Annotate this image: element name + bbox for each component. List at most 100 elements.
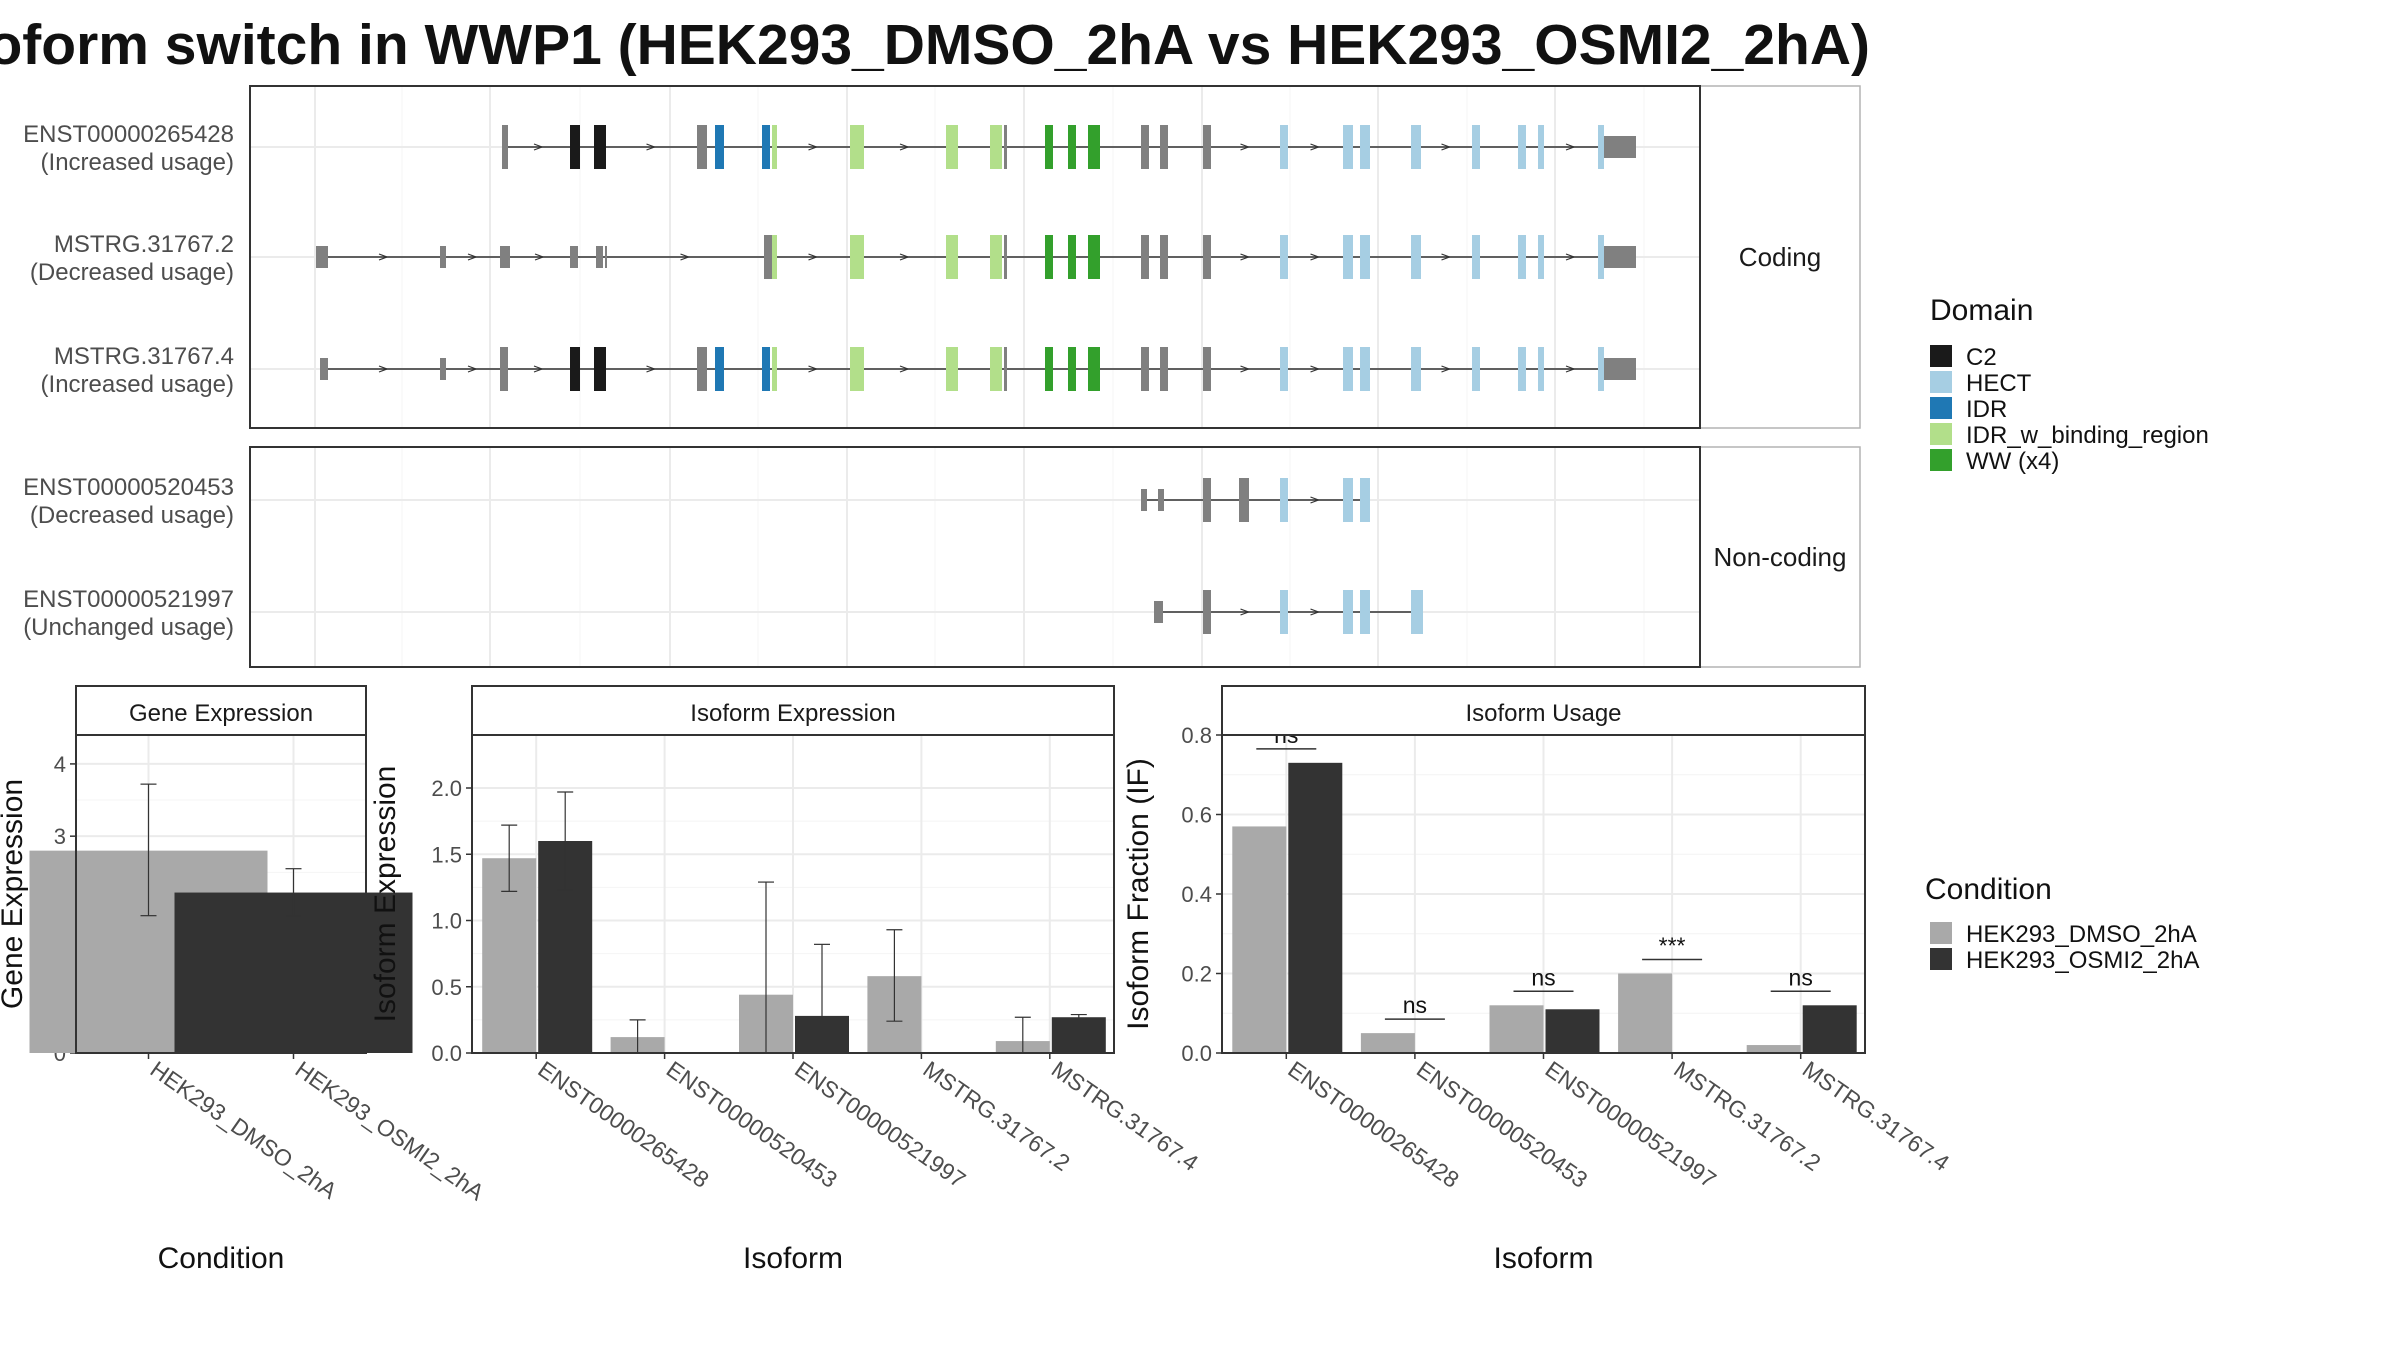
strand-arrow	[1310, 253, 1321, 261]
strand-arrow	[1310, 143, 1321, 151]
domain-exon	[1360, 347, 1370, 391]
y-tick-label: 0.5	[431, 975, 462, 1000]
strand-arrow	[1310, 365, 1321, 373]
domain-exon	[1518, 347, 1526, 391]
domain-exon	[1518, 235, 1526, 279]
domain-exon	[1360, 478, 1370, 522]
utr-exon	[440, 246, 446, 268]
strand-arrow	[646, 143, 657, 151]
domain-exon	[1280, 235, 1288, 279]
y-tick-label: 0.0	[1181, 1041, 1212, 1066]
domain-exon	[1472, 125, 1480, 169]
bar-panels: 01234Gene ExpressionHEK293_DMSO_2hAHEK29…	[0, 685, 1954, 1275]
coding-exon	[1141, 125, 1149, 169]
bar	[1051, 1017, 1106, 1053]
domain-exon	[1518, 125, 1526, 169]
domain-legend-label: IDR_w_binding_region	[1966, 422, 2209, 449]
isoform-usage-label: (Decreased usage)	[30, 502, 234, 529]
utr-exon	[605, 246, 607, 268]
coding-exon	[1203, 235, 1211, 279]
x-axis-title: Isoform	[1493, 1242, 1593, 1275]
domain-exon	[990, 235, 1002, 279]
strand-arrow	[646, 365, 657, 373]
bar-panel: 01234Gene ExpressionHEK293_DMSO_2hAHEK29…	[0, 685, 489, 1275]
domain-exon	[1088, 235, 1100, 279]
domain-exon	[1280, 478, 1288, 522]
utr-exon	[1141, 489, 1147, 511]
x-axis-title: Condition	[158, 1242, 285, 1275]
domain-exon	[1360, 235, 1370, 279]
domain-exon	[850, 125, 864, 169]
strand-arrow	[1441, 365, 1452, 373]
domain-exon	[602, 347, 606, 391]
domain-exon	[594, 125, 604, 169]
strand-arrow	[1310, 608, 1321, 616]
coding-exon	[1160, 235, 1168, 279]
isoform-usage-label: (Decreased usage)	[30, 259, 234, 286]
strand-arrow	[1565, 365, 1576, 373]
y-tick-label: 2.0	[431, 776, 462, 801]
domain-legend-title: Domain	[1930, 294, 2033, 327]
bar	[1232, 826, 1287, 1053]
panel-border	[249, 85, 1701, 429]
structure-panel-non-coding: Non-coding	[249, 446, 1861, 668]
strand-arrow	[1240, 608, 1251, 616]
domain-exon	[1538, 347, 1544, 391]
coding-exon	[500, 347, 508, 391]
strand-arrow	[1565, 143, 1576, 151]
panel-strip	[1221, 685, 1866, 736]
bar	[1545, 1009, 1600, 1053]
utr-exon	[1604, 136, 1636, 158]
isoform-label: ENST00000265428	[23, 121, 234, 148]
y-tick-label: 0.8	[1181, 723, 1212, 748]
utr-exon	[316, 246, 328, 268]
domain-exon	[1343, 590, 1353, 634]
strand-arrow	[467, 365, 478, 373]
domain-exon	[1598, 125, 1604, 169]
domain-exon	[1280, 347, 1288, 391]
y-tick-label: 0.0	[431, 1041, 462, 1066]
domain-exon	[715, 347, 724, 391]
bar	[1802, 1005, 1857, 1053]
domain-exon	[772, 125, 777, 169]
y-tick-label: 0.2	[1181, 962, 1212, 987]
domain-exon	[1068, 235, 1076, 279]
bar	[1746, 1045, 1801, 1053]
domain-legend-swatch	[1930, 345, 1952, 367]
domain-exon	[570, 125, 580, 169]
coding-exon	[697, 125, 707, 169]
strand-arrow	[1441, 143, 1452, 151]
coding-exon	[1004, 125, 1007, 169]
isoform-track	[1154, 590, 1423, 634]
isoform-usage-label: (Increased usage)	[41, 371, 234, 398]
coding-exon	[1203, 590, 1211, 634]
domain-exon	[1360, 590, 1370, 634]
domain-exon	[850, 235, 864, 279]
domain-exon	[762, 347, 770, 391]
domain-exon	[772, 235, 777, 279]
y-tick-label: 4	[54, 752, 66, 777]
domain-exon	[1360, 125, 1370, 169]
bar	[1618, 973, 1673, 1053]
utr-exon	[1158, 489, 1164, 511]
bar	[174, 892, 413, 1053]
facet-strip	[1699, 446, 1861, 668]
domain-exon	[1280, 590, 1288, 634]
coding-exon	[502, 125, 508, 169]
panel-strip	[75, 685, 367, 736]
domain-exon	[1045, 347, 1053, 391]
domain-exon	[1343, 125, 1353, 169]
domain-exon	[1472, 235, 1480, 279]
domain-exon	[1343, 235, 1353, 279]
y-tick-label: 1.5	[431, 842, 462, 867]
strand-arrow	[1310, 496, 1321, 504]
domain-exon	[946, 235, 958, 279]
domain-exon	[1419, 590, 1423, 634]
domain-exon	[1088, 125, 1100, 169]
bar	[1288, 762, 1343, 1053]
strand-arrow	[899, 365, 910, 373]
isoform-label: MSTRG.31767.4	[54, 343, 234, 370]
x-axis-title: Isoform	[743, 1242, 843, 1275]
